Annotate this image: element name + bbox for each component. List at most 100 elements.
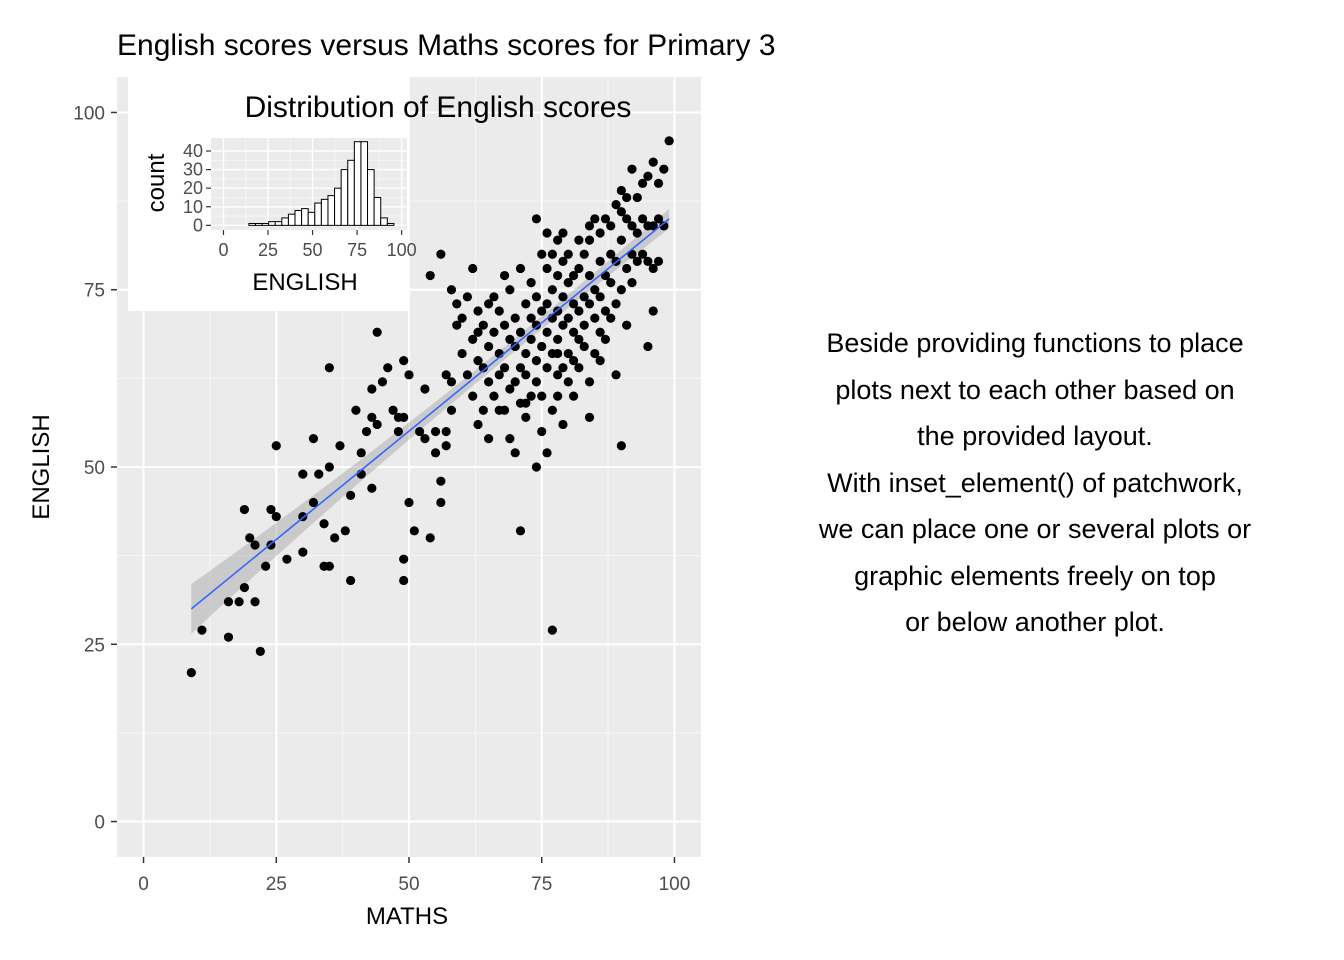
data-point: [531, 462, 542, 472]
data-point: [505, 384, 515, 394]
histogram-bar: [261, 222, 270, 226]
data-point: [377, 377, 388, 387]
data-point: [542, 363, 552, 373]
data-point: [595, 327, 605, 337]
data-point: [223, 597, 234, 607]
data-point: [595, 292, 605, 302]
y-axis-title: ENGLISH: [28, 414, 55, 519]
data-point: [563, 377, 573, 387]
histogram-bar: [274, 221, 283, 226]
histogram-bar: [268, 221, 276, 226]
data-point: [367, 412, 377, 422]
data-point: [531, 320, 542, 330]
data-point: [563, 278, 573, 288]
inset-x-tick-label: 75: [347, 240, 367, 260]
inset-x-tick-label: 100: [387, 240, 417, 260]
data-point: [430, 448, 441, 458]
data-point: [579, 249, 589, 259]
caption-text: Beside providing functions to place plot…: [740, 320, 1330, 646]
data-point: [563, 313, 573, 323]
data-point: [282, 554, 292, 564]
histogram-bar: [360, 141, 369, 226]
data-point: [595, 228, 605, 238]
data-point: [250, 597, 260, 607]
data-point: [632, 228, 642, 238]
data-point: [542, 299, 552, 309]
data-point: [372, 419, 382, 430]
histogram-bar: [334, 187, 342, 226]
inset-histogram-bars: [248, 141, 395, 226]
caption-line: plots next to each other based on: [835, 374, 1235, 405]
data-point: [563, 249, 573, 259]
histogram-bar: [327, 195, 336, 226]
data-point: [531, 377, 542, 387]
data-point: [638, 214, 648, 224]
data-point: [515, 327, 526, 337]
data-point: [558, 320, 568, 330]
data-point: [245, 533, 255, 543]
main-plot-points: [186, 136, 674, 678]
data-point: [324, 462, 334, 472]
inset-y-tick-label: 40: [183, 141, 203, 161]
data-point: [590, 285, 600, 295]
data-point: [606, 249, 616, 259]
data-point: [653, 178, 664, 188]
data-point: [648, 157, 658, 167]
data-point: [494, 405, 504, 415]
data-point: [611, 370, 621, 380]
data-point: [553, 334, 563, 344]
data-point: [515, 363, 526, 373]
data-point: [553, 370, 563, 380]
data-point: [659, 164, 669, 174]
data-point: [494, 370, 504, 380]
data-point: [622, 263, 632, 274]
data-point: [558, 228, 568, 238]
data-point: [579, 292, 589, 302]
data-point: [553, 348, 563, 359]
data-point: [521, 370, 531, 380]
data-point: [521, 398, 531, 408]
data-point: [531, 214, 542, 224]
histogram-bar: [380, 217, 388, 226]
data-point: [537, 249, 547, 259]
data-point: [186, 668, 196, 678]
data-point: [648, 306, 658, 316]
data-point: [606, 278, 616, 288]
data-point: [638, 178, 648, 188]
data-point: [473, 356, 483, 366]
y-tick-label: 100: [73, 103, 105, 124]
data-point: [521, 299, 531, 309]
data-point: [574, 334, 584, 344]
data-point: [436, 476, 446, 486]
data-point: [643, 171, 653, 181]
data-point: [388, 405, 398, 415]
histogram-bar: [307, 211, 316, 226]
data-point: [399, 356, 409, 366]
data-point: [558, 256, 568, 266]
data-point: [553, 391, 563, 401]
data-point: [197, 625, 207, 635]
data-point: [547, 285, 557, 295]
data-point: [568, 299, 579, 309]
histogram-bar: [386, 222, 395, 226]
data-point: [643, 256, 653, 266]
data-point: [478, 405, 488, 415]
data-point: [484, 299, 494, 309]
data-point: [346, 490, 356, 500]
data-point: [446, 377, 457, 387]
data-point: [473, 327, 483, 337]
data-point: [568, 270, 579, 281]
data-point: [478, 363, 488, 373]
data-point: [457, 313, 467, 323]
data-point: [611, 200, 621, 210]
data-point: [632, 256, 642, 266]
y-tick-label: 25: [84, 635, 105, 656]
histogram-bar: [294, 209, 303, 226]
data-point: [616, 441, 626, 451]
data-point: [515, 526, 526, 536]
inset-x-tick-label: 25: [258, 240, 278, 260]
data-point: [324, 561, 334, 571]
data-point: [584, 235, 595, 245]
